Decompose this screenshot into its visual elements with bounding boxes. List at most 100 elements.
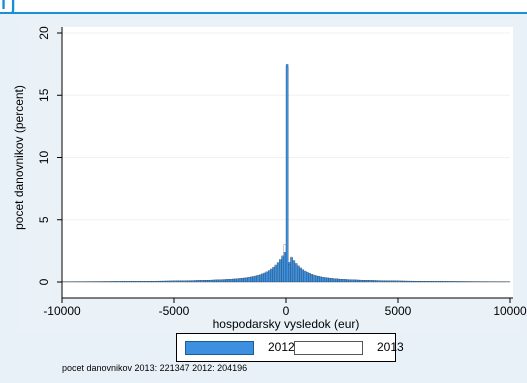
bar-2012 xyxy=(292,260,296,283)
bar-2012 xyxy=(220,279,224,283)
bar-2012 xyxy=(261,273,264,283)
bar-2012 xyxy=(395,280,399,283)
bar-2012 xyxy=(380,280,383,283)
bar-2012 xyxy=(319,276,322,283)
bar-2012 xyxy=(245,277,248,283)
bar-2012 xyxy=(330,278,334,283)
bar-2012 xyxy=(265,271,269,283)
bar-2012 xyxy=(259,274,262,283)
footnote: pocet danovnikov 2013: 221347 2012: 2041… xyxy=(62,363,248,373)
bar-2012 xyxy=(371,280,374,283)
bar-2012 xyxy=(373,280,376,283)
bar-2012 xyxy=(294,263,298,283)
bar-2012 xyxy=(332,278,336,283)
bar-2012 xyxy=(299,268,302,283)
top-accent-line xyxy=(0,12,527,14)
bar-2012 xyxy=(391,280,394,283)
top-banner-cut-text: ŋ xyxy=(0,0,17,13)
bar-2012 xyxy=(178,280,181,283)
bar-2013 xyxy=(285,66,289,283)
bar-2012 xyxy=(238,278,242,283)
bar-2012 xyxy=(368,280,372,283)
bar-2012 xyxy=(359,280,363,283)
bar-2012 xyxy=(303,271,307,283)
bar-2012 xyxy=(207,280,210,283)
bar-2012 xyxy=(200,280,204,283)
bar-2012 xyxy=(328,278,331,283)
bar-2012 xyxy=(364,280,367,283)
bar-2012 xyxy=(194,280,197,283)
y-axis-title: pocet danovnikov (percent) xyxy=(12,85,26,230)
bar-2012 xyxy=(290,257,293,283)
bar-2012 xyxy=(212,279,215,283)
bar-2012 xyxy=(312,275,316,283)
histogram-chart: 0 5 10 15 20 -10000 -5000 0 5000 10000 hospodarsky… xyxy=(12,26,527,331)
legend-label-2013: 2013 xyxy=(377,340,404,354)
bar-2012 xyxy=(310,274,313,283)
legend-swatch-2012 xyxy=(185,341,254,355)
bar-2012 xyxy=(283,252,287,283)
bar-2012 xyxy=(173,280,177,283)
bar-2012 xyxy=(270,269,273,283)
y-tick-label: 20 xyxy=(37,26,51,40)
bar-2012 xyxy=(306,272,309,283)
bar-2012 xyxy=(164,280,168,283)
bar-2012 xyxy=(216,279,219,283)
bar-2012 xyxy=(297,266,300,283)
bar-2012 xyxy=(393,280,396,283)
bar-2012 xyxy=(357,279,360,283)
bar-2012 xyxy=(234,278,237,283)
bar-2012 xyxy=(344,279,347,283)
bar-2012 xyxy=(276,262,280,283)
bar-2012 xyxy=(156,281,159,283)
legend-label-2012: 2012 xyxy=(268,340,295,354)
bar-2012 xyxy=(268,270,271,283)
bar-2012 xyxy=(247,277,251,283)
bar-2012 xyxy=(413,281,416,283)
bar-2012 xyxy=(337,278,340,283)
bar-2012 xyxy=(218,279,222,283)
bar-2012 xyxy=(151,281,154,283)
y-tick-label: 15 xyxy=(37,88,51,102)
bar-2012 xyxy=(321,277,325,283)
legend: 2012 2013 xyxy=(176,333,404,362)
bar-2012 xyxy=(225,279,228,283)
bar-2012 xyxy=(362,280,365,283)
bar-2012 xyxy=(182,280,186,283)
bar-2012 xyxy=(339,279,343,283)
bar-2012 xyxy=(375,280,378,283)
bar-2012 xyxy=(324,277,327,283)
bar-2012 xyxy=(191,280,195,283)
bar-2012 xyxy=(203,280,206,283)
bar-2012 xyxy=(196,280,199,283)
bar-2012 xyxy=(335,278,338,283)
bar-2012 xyxy=(171,280,175,283)
bar-2012 xyxy=(386,280,390,283)
top-banner: ŋ xyxy=(0,0,527,13)
chart-panel: 0 5 10 15 20 -10000 -5000 0 5000 10000 hospodarsky… xyxy=(0,14,527,383)
bar-2012 xyxy=(317,276,320,283)
bar-2012 xyxy=(382,280,385,283)
bar-2012 xyxy=(288,262,291,283)
bar-2012 xyxy=(285,64,289,283)
bar-2012 xyxy=(348,279,352,283)
bar-2012 xyxy=(252,276,255,283)
bar-2012 xyxy=(402,280,405,283)
bar-2012 xyxy=(167,280,170,283)
y-tick-label: 0 xyxy=(37,278,51,285)
bar-2012 xyxy=(254,275,257,283)
bar-2012 xyxy=(176,280,179,283)
bar-2012 xyxy=(227,279,231,283)
bar-2012 xyxy=(158,281,161,283)
bar-2012 xyxy=(241,278,244,283)
bar-2012 xyxy=(388,280,392,283)
x-axis-title: hospodarsky vysledok (eur) xyxy=(213,317,360,331)
bar-2012 xyxy=(400,280,403,283)
bar-2012 xyxy=(169,280,172,283)
x-tick-label: -10000 xyxy=(43,304,81,318)
bar-2012 xyxy=(185,280,188,283)
bar-2012 xyxy=(180,280,184,283)
bar-2012 xyxy=(315,275,318,283)
bar-2012 xyxy=(281,256,284,283)
bar-2012 xyxy=(404,280,408,283)
